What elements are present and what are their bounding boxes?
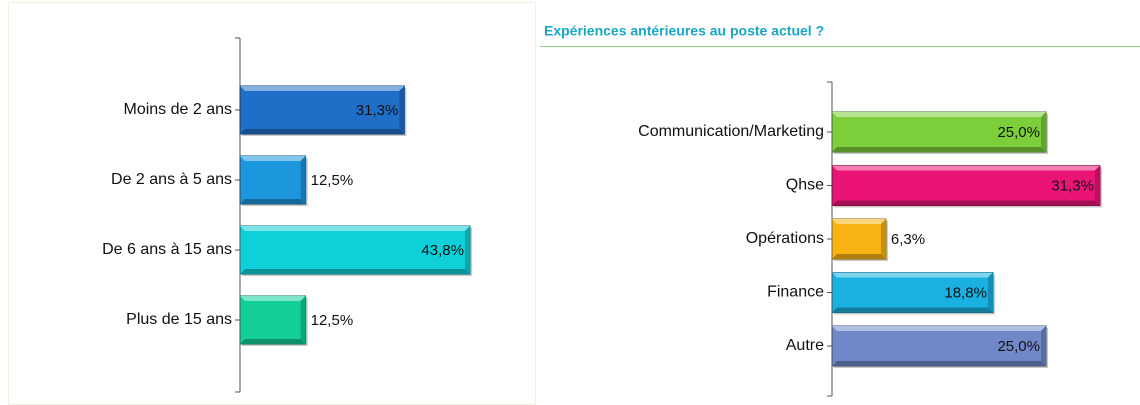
bar-bevel-bottom <box>240 269 470 274</box>
y-tick-label: Communication/Marketing <box>638 123 824 140</box>
bar-bevel-bottom <box>240 199 306 204</box>
value-label: 12,5% <box>311 312 354 329</box>
value-label: 43,8% <box>421 242 464 259</box>
bar-bevel-bottom <box>832 200 1100 206</box>
value-label: 25,0% <box>997 338 1040 355</box>
bar <box>831 272 994 313</box>
bar-bevel-bottom <box>240 339 306 344</box>
bar-bevel-top <box>240 226 470 231</box>
bar-bevel-bottom <box>832 307 993 313</box>
y-tick-label: Autre <box>786 337 824 354</box>
value-label: 25,0% <box>997 124 1040 141</box>
chart-title: Expériences antérieures au poste actuel … <box>544 23 824 39</box>
value-label: 12,5% <box>311 172 354 189</box>
value-label: 31,3% <box>356 102 399 119</box>
bar-bevel-top <box>240 156 306 161</box>
y-tick-label: Qhse <box>786 177 824 194</box>
bar-bevel-right <box>300 296 306 344</box>
bar-bevel-bottom <box>832 254 886 259</box>
bar-bevel-top <box>832 165 1100 171</box>
bar <box>239 295 307 345</box>
bar-bevel-right <box>300 156 306 204</box>
y-tick-label: Opérations <box>746 230 824 247</box>
y-tick-label: Plus de 15 ans <box>126 311 232 328</box>
bar-bevel-bottom <box>832 147 1046 152</box>
y-tick-label: De 2 ans à 5 ans <box>111 171 232 188</box>
y-tick-label: Moins de 2 ans <box>123 101 232 118</box>
y-tick-label: Finance <box>767 284 824 301</box>
bar-bevel-right <box>1041 326 1046 366</box>
bar-bevel-top <box>240 296 306 301</box>
bar-bevel-right <box>464 226 470 274</box>
bar-bevel-top <box>832 219 886 224</box>
bar-bevel-top <box>240 86 405 91</box>
bar-bevel-bottom <box>832 361 1046 366</box>
bar <box>239 155 307 205</box>
bar-bevel-bottom <box>240 129 405 134</box>
bar-bevel-right <box>880 219 886 259</box>
bar-bevel-top <box>832 272 993 278</box>
value-label: 31,3% <box>1051 177 1094 194</box>
bar-bevel-right <box>399 86 405 134</box>
bar-bevel-right <box>1041 112 1046 152</box>
bar <box>239 225 471 275</box>
bar-bevel-top <box>832 112 1046 117</box>
y-tick-label: De 6 ans à 15 ans <box>102 241 232 258</box>
bar-bevel-right <box>1094 165 1100 206</box>
bar <box>831 165 1101 206</box>
bar-bevel-right <box>987 272 993 313</box>
bar-bevel-top <box>832 326 1046 331</box>
bar <box>831 218 887 260</box>
value-label: 18,8% <box>944 284 987 301</box>
value-label: 6,3% <box>891 231 925 248</box>
